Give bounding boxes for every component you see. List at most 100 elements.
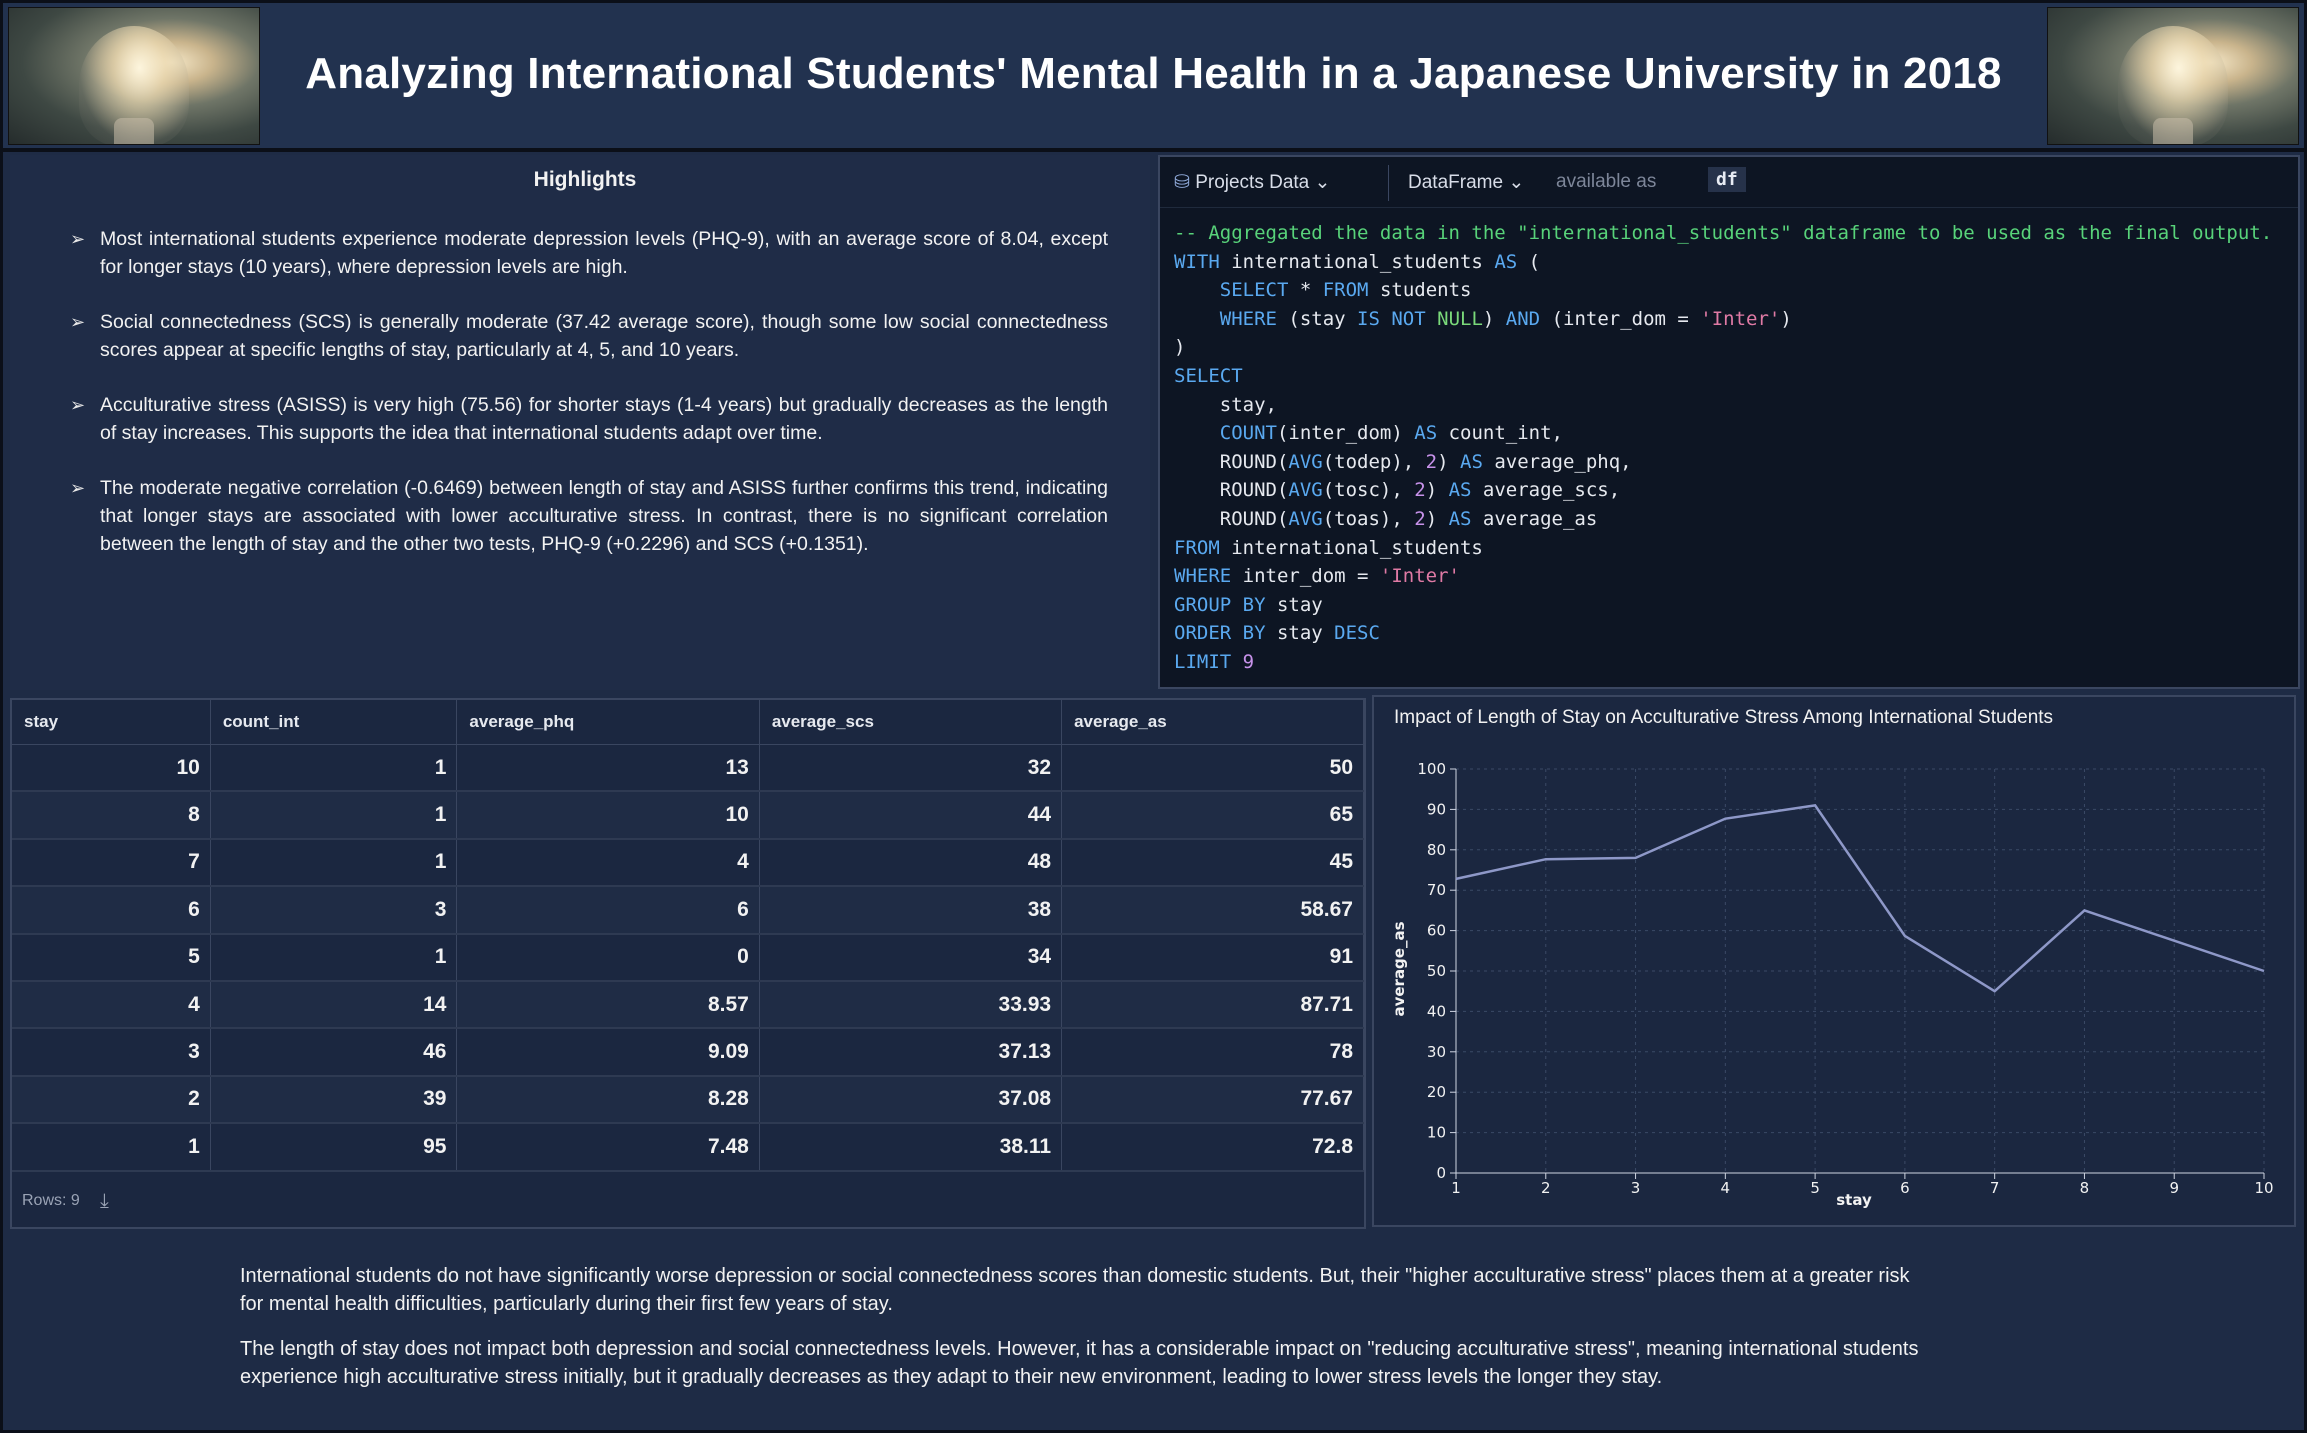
cell-average-phq: 8.28 — [456, 1075, 760, 1125]
sql-editor-panel: ⛁ Projects Data ⌄ DataFrame ⌄ available … — [1158, 155, 2300, 689]
header-image-right — [2047, 7, 2299, 145]
column-header-average-as[interactable]: average_as — [1061, 700, 1364, 745]
table-row: 7 1 4 48 45 — [12, 838, 1364, 888]
x-tick-label: 4 — [1721, 1179, 1731, 1197]
cell-average-as: 78 — [1061, 1028, 1364, 1077]
sql-toolbar: ⛁ Projects Data ⌄ DataFrame ⌄ available … — [1160, 157, 2298, 208]
download-icon[interactable]: ⤓ — [100, 1190, 109, 1212]
toolbar-divider — [1388, 165, 1389, 201]
highlight-text: The moderate negative correlation (-0.64… — [100, 477, 1108, 555]
cell-count-int: 1 — [210, 744, 458, 793]
cell-average-scs: 37.08 — [759, 1075, 1063, 1125]
projects-data-dropdown[interactable]: ⛁ Projects Data ⌄ — [1174, 171, 1330, 194]
table-row: 8 1 10 44 65 — [12, 791, 1364, 840]
conclusion-paragraph: International students do not have signi… — [240, 1265, 1910, 1315]
df-name-field[interactable]: df — [1708, 167, 1746, 192]
page-title: Analyzing International Students' Mental… — [305, 49, 2002, 98]
cell-count-int: 1 — [210, 791, 458, 840]
x-tick-label: 2 — [1541, 1179, 1551, 1197]
data-point[interactable] — [1899, 930, 1911, 942]
results-table-panel: stay count_int average_phq average_scs a… — [10, 698, 1366, 1229]
cell-average-scs: 38 — [759, 886, 1063, 935]
cell-stay: 5 — [12, 933, 211, 982]
table-header-row: stay count_int average_phq average_scs a… — [12, 700, 1364, 745]
cell-stay: 7 — [12, 838, 211, 888]
sql-code[interactable]: -- Aggregated the data in the "internati… — [1174, 222, 2273, 673]
cell-average-as: 65 — [1061, 791, 1364, 840]
cell-average-phq: 0 — [456, 933, 760, 982]
dataframe-dropdown[interactable]: DataFrame ⌄ — [1408, 171, 1524, 194]
projects-data-label: Projects Data — [1195, 172, 1310, 193]
data-point[interactable] — [2078, 904, 2090, 916]
data-point[interactable] — [1450, 873, 1462, 885]
y-axis-label: average_as — [1390, 921, 1408, 1016]
arrow-bullet-icon: ➢ — [70, 395, 86, 415]
cell-count-int: 1 — [210, 933, 458, 982]
highlight-item: ➢ Most international students experience … — [70, 225, 1108, 281]
chevron-down-icon: ⌄ — [1314, 172, 1331, 193]
cell-stay: 10 — [12, 744, 211, 793]
highlight-item: ➢ Acculturative stress (ASISS) is very hi… — [70, 391, 1108, 447]
line-chart: 0 10 20 30 40 50 60 70 80 90 100 1 2 3 4 5 6 7 8 9 10 stay a… — [1390, 760, 2274, 1209]
cell-average-scs: 34 — [759, 933, 1063, 982]
arrow-bullet-icon: ➢ — [70, 312, 86, 332]
highlight-item: ➢ The moderate negative correlation (-0.6… — [70, 474, 1108, 558]
data-point[interactable] — [1989, 985, 2001, 997]
cell-average-phq: 8.57 — [456, 980, 760, 1030]
data-point[interactable] — [1630, 852, 1642, 864]
y-tick-label: 80 — [1427, 841, 1446, 859]
dataframe-label: DataFrame — [1408, 172, 1504, 193]
cell-count-int: 95 — [210, 1123, 458, 1172]
data-point[interactable] — [2258, 965, 2270, 977]
cell-average-phq: 6 — [456, 886, 760, 935]
cell-average-phq: 10 — [456, 791, 760, 840]
chevron-down-icon: ⌄ — [1508, 172, 1525, 193]
y-tick-label: 70 — [1427, 881, 1446, 899]
header-image-left — [8, 7, 260, 145]
data-point[interactable] — [1719, 813, 1731, 825]
cell-average-scs: 38.11 — [759, 1123, 1063, 1172]
y-tick-label: 90 — [1427, 800, 1446, 818]
header-banner: Analyzing International Students' Mental… — [3, 3, 2304, 152]
column-header-average-phq[interactable]: average_phq — [456, 700, 760, 745]
data-point[interactable] — [1540, 853, 1552, 865]
column-header-average-scs[interactable]: average_scs — [759, 700, 1063, 745]
x-tick-label: 10 — [2254, 1179, 2273, 1197]
x-tick-label: 7 — [1990, 1179, 2000, 1197]
column-header-count-int[interactable]: count_int — [210, 700, 458, 745]
y-tick-label: 40 — [1427, 1002, 1446, 1020]
neck-silhouette-icon — [2153, 118, 2193, 144]
rows-count-label: Rows: 9 — [22, 1192, 80, 1209]
arrow-bullet-icon: ➢ — [70, 229, 86, 249]
cell-stay: 8 — [12, 791, 211, 840]
cell-average-phq: 13 — [456, 744, 760, 793]
table-row: 2 39 8.28 37.08 77.67 — [12, 1075, 1364, 1125]
table-row: 6 3 6 38 58.67 — [12, 886, 1364, 935]
cell-average-as: 77.67 — [1061, 1075, 1364, 1125]
series-line — [1455, 804, 2265, 993]
cell-stay: 4 — [12, 980, 211, 1030]
x-tick-label: 5 — [1810, 1179, 1820, 1197]
cell-count-int: 14 — [210, 980, 458, 1030]
x-tick-label: 8 — [2080, 1179, 2090, 1197]
highlights-panel: Highlights ➢ Most international students … — [10, 155, 1150, 690]
cell-average-as: 87.71 — [1061, 980, 1364, 1030]
chart-grid — [1455, 768, 2265, 1174]
column-header-stay[interactable]: stay — [12, 700, 211, 745]
table-row: 10 1 13 32 50 — [12, 744, 1364, 793]
arrow-bullet-icon: ➢ — [70, 478, 86, 498]
x-tick-label: 9 — [2169, 1179, 2179, 1197]
y-tick-label: 30 — [1427, 1043, 1446, 1061]
cell-stay: 3 — [12, 1028, 211, 1077]
cell-average-phq: 7.48 — [456, 1123, 760, 1172]
cell-count-int: 46 — [210, 1028, 458, 1077]
y-tick-label: 10 — [1427, 1124, 1446, 1142]
data-point[interactable] — [2168, 935, 2180, 947]
line-chart-panel: Impact of Length of Stay on Acculturativ… — [1372, 695, 2296, 1227]
y-tick-label: 50 — [1427, 962, 1446, 980]
conclusions-section: International students do not have signi… — [240, 1262, 1920, 1408]
cell-stay: 1 — [12, 1123, 211, 1172]
data-point[interactable] — [1809, 799, 1821, 811]
y-tick-label: 60 — [1427, 922, 1446, 940]
cell-average-phq: 4 — [456, 838, 760, 888]
